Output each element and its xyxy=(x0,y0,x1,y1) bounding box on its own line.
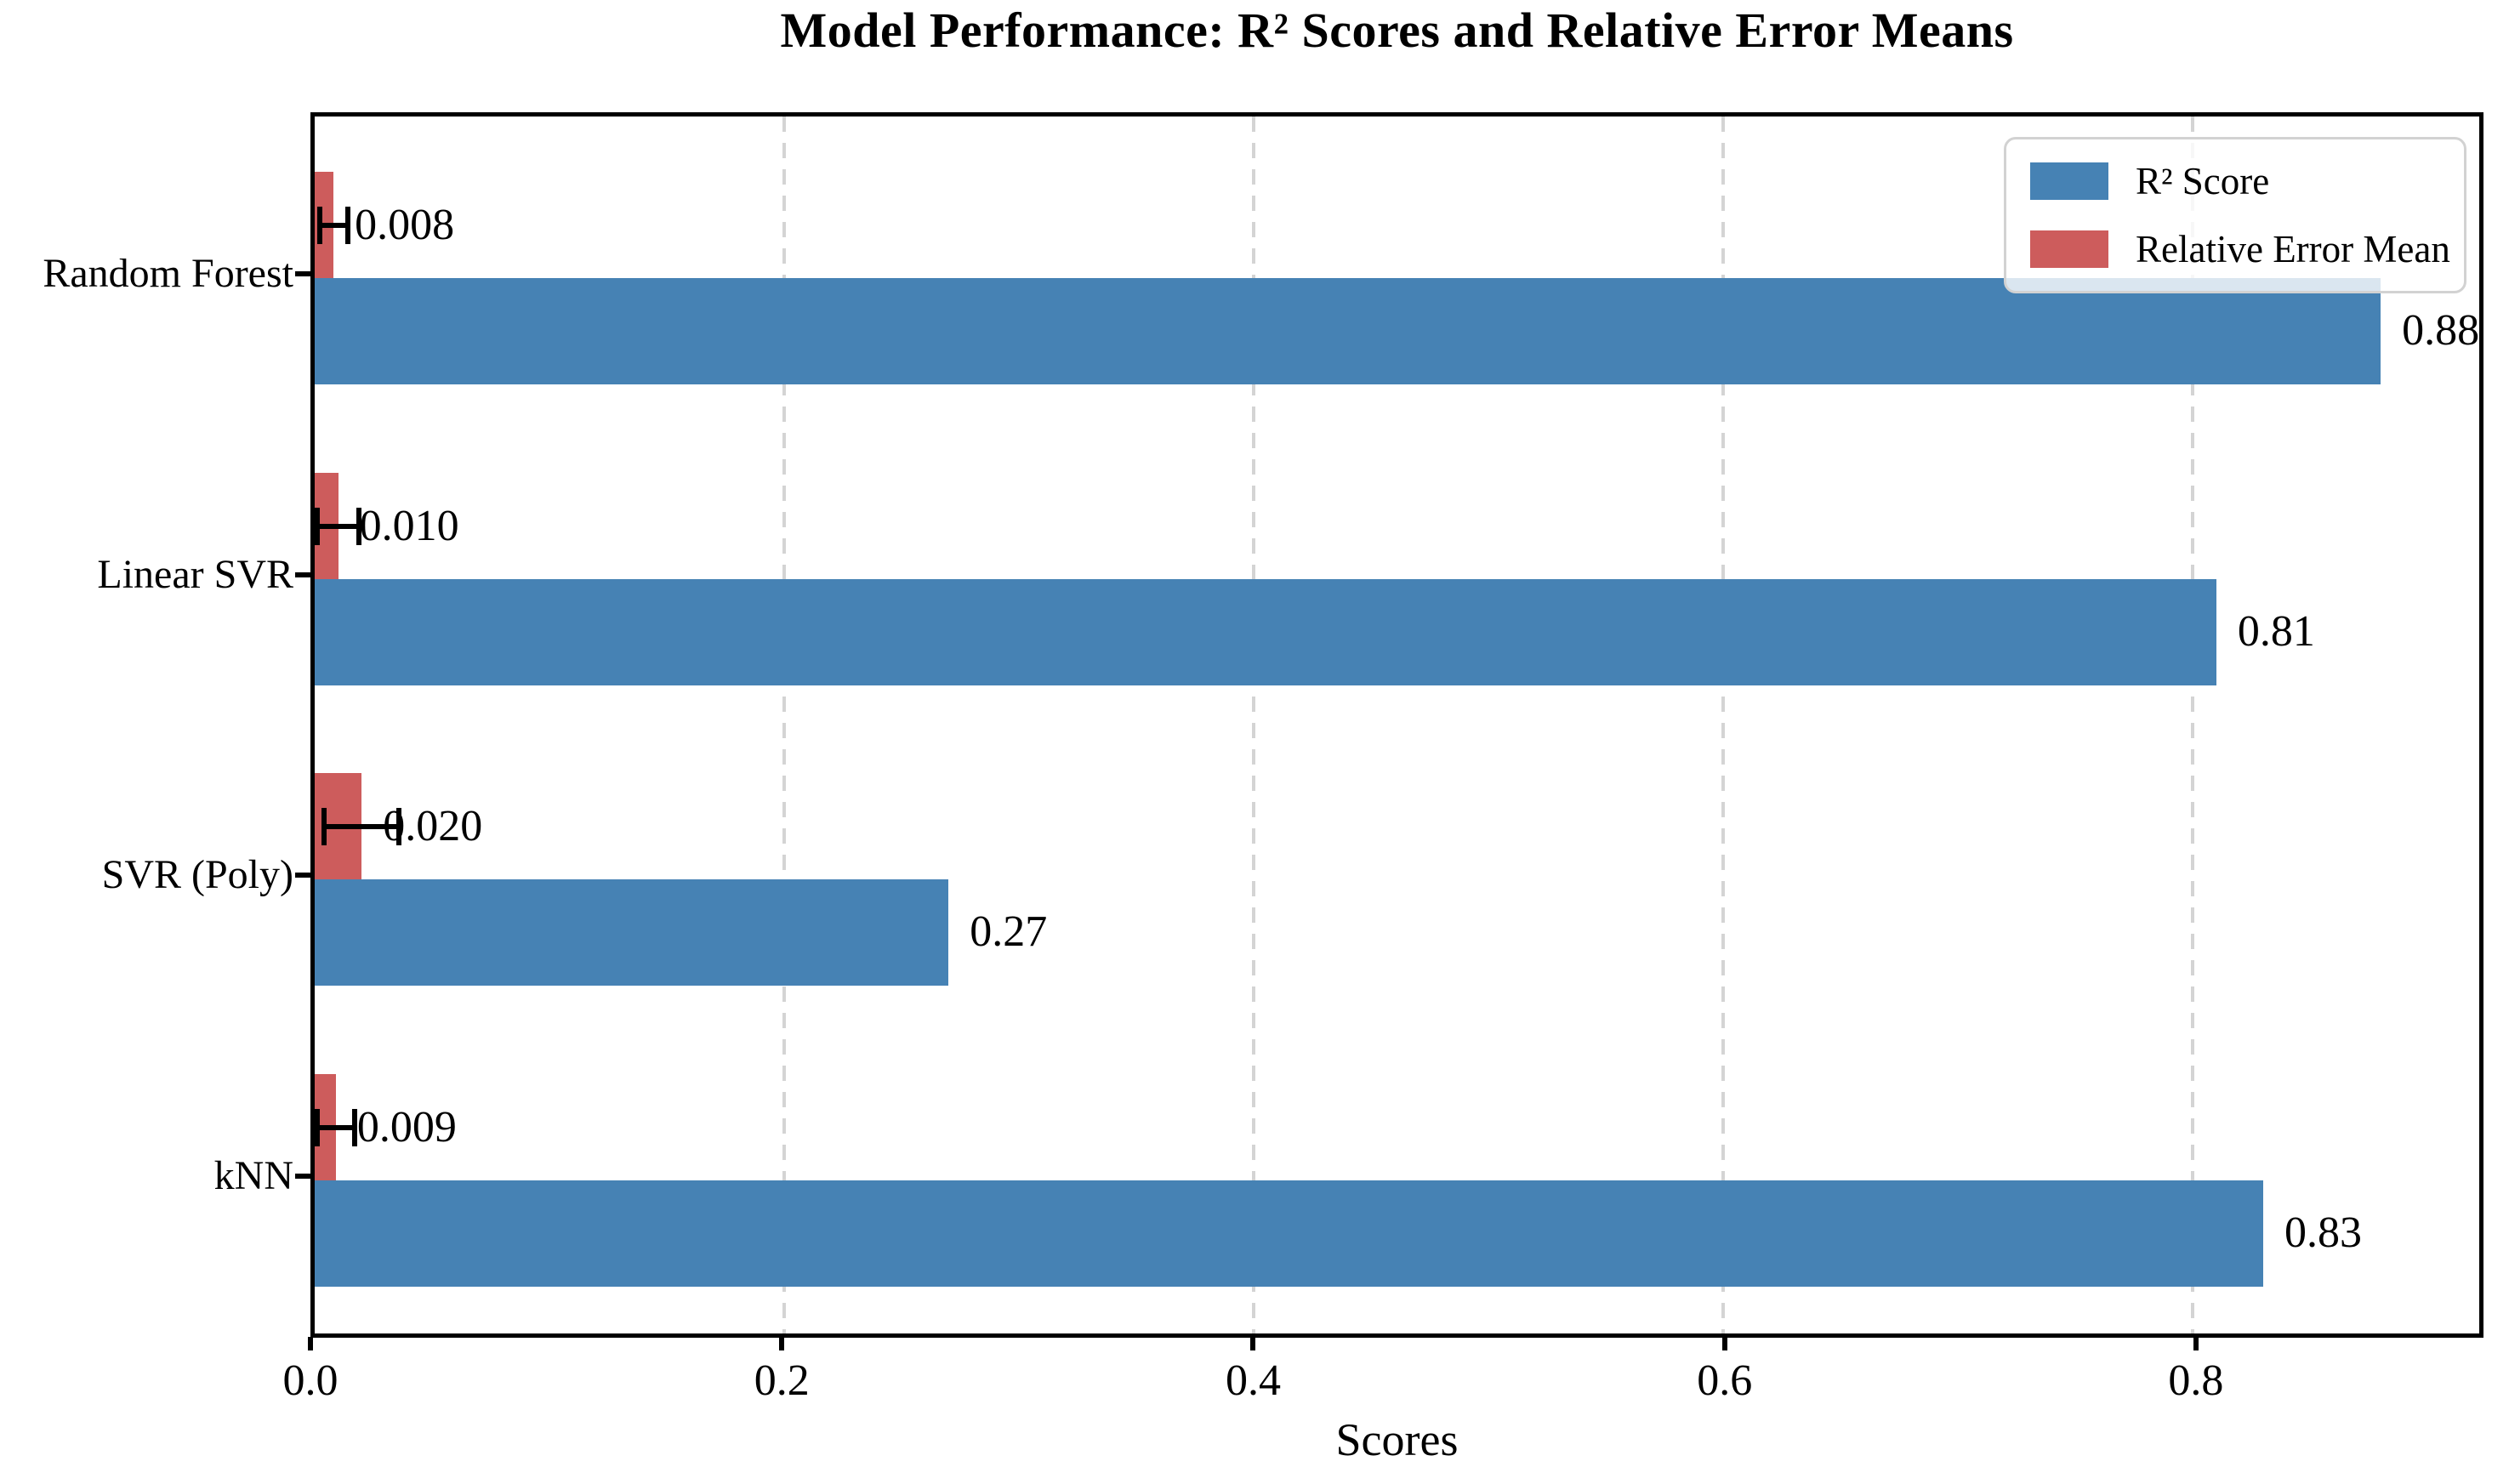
value-label-relative-error-mean: 0.010 xyxy=(359,501,459,550)
plot-area: 0.008 0.88 0.010 0.81 0.020 0.27 0.009 0.83 R² … xyxy=(310,112,2483,1338)
error-bar-cap-left xyxy=(316,207,322,244)
x-axis-label: Scores xyxy=(1335,1414,1459,1465)
y-tick-label-2: SVR (Poly) xyxy=(101,852,293,898)
gridline-x-0.2 xyxy=(782,117,787,1333)
y-tick-3 xyxy=(295,1174,310,1180)
gridline-x-0.4 xyxy=(1252,117,1256,1333)
error-bar-line xyxy=(316,523,360,529)
gridline-x-0.8 xyxy=(2191,117,2195,1333)
error-bar-line xyxy=(324,824,400,830)
x-tick-0.0 xyxy=(308,1337,313,1350)
value-label-relative-error-mean: 0.009 xyxy=(356,1103,457,1152)
error-bar-line xyxy=(316,1125,355,1131)
error-bar-cap-right xyxy=(344,207,350,244)
legend-label-relative-error-mean: Relative Error Mean xyxy=(2136,228,2450,270)
y-tick-label-0: Random Forest xyxy=(43,251,293,296)
grid-layer xyxy=(315,117,2479,1333)
gridline-x-0.6 xyxy=(1721,117,1726,1333)
error-bar-cap-left xyxy=(321,808,327,846)
error-bar-line xyxy=(319,223,348,228)
bars-layer: 0.008 0.88 0.010 0.81 0.020 0.27 0.009 0.83 xyxy=(314,117,2480,1333)
error-bar-cap-left xyxy=(314,507,320,545)
x-tick-0.4 xyxy=(1250,1337,1256,1350)
x-tick-label-0.6: 0.6 xyxy=(1697,1356,1753,1405)
legend-swatch-relative-error-mean xyxy=(2030,230,2108,268)
x-tick-label-0.4: 0.4 xyxy=(1225,1356,1281,1405)
value-label-relative-error-mean: 0.008 xyxy=(355,201,455,249)
value-label-r2-score: 0.88 xyxy=(2402,306,2480,355)
x-tick-0.2 xyxy=(779,1337,785,1350)
bar-r2-score xyxy=(315,278,2381,384)
x-tick-0.6 xyxy=(1721,1337,1727,1350)
value-label-relative-error-mean: 0.020 xyxy=(383,802,483,851)
legend-swatch-r2-score xyxy=(2030,162,2108,200)
bar-r2-score xyxy=(315,578,2216,685)
y-tick-label-3: kNN xyxy=(213,1153,293,1199)
legend-item-r2-score: R² Score xyxy=(2030,155,2455,208)
bar-r2-score xyxy=(315,879,949,986)
error-bar-cap-right xyxy=(351,1109,357,1147)
chart-title: Model Performance: R² Scores and Relativ… xyxy=(780,3,2014,58)
x-tick-label-0.2: 0.2 xyxy=(754,1356,810,1405)
y-tick-1 xyxy=(295,571,310,577)
bar-r2-score xyxy=(315,1180,2264,1288)
legend-label-r2-score: R² Score xyxy=(2136,160,2270,202)
y-tick-0 xyxy=(295,271,310,276)
value-label-r2-score: 0.83 xyxy=(2284,1208,2363,1258)
value-label-r2-score: 0.27 xyxy=(970,907,1048,957)
error-bar-cap-right xyxy=(396,808,402,846)
y-tick-label-1: Linear SVR xyxy=(97,551,293,597)
x-tick-label-0.8: 0.8 xyxy=(2168,1356,2224,1405)
legend-item-relative-error-mean: Relative Error Mean xyxy=(2030,223,2455,276)
error-bar-cap-right xyxy=(356,507,362,545)
legend: R² Score Relative Error Mean xyxy=(2004,137,2466,293)
value-label-r2-score: 0.81 xyxy=(2237,606,2315,656)
x-tick-0.8 xyxy=(2193,1337,2199,1350)
x-tick-label-0.0: 0.0 xyxy=(282,1356,339,1405)
y-tick-2 xyxy=(295,873,310,878)
error-bar-cap-left xyxy=(314,1109,320,1147)
